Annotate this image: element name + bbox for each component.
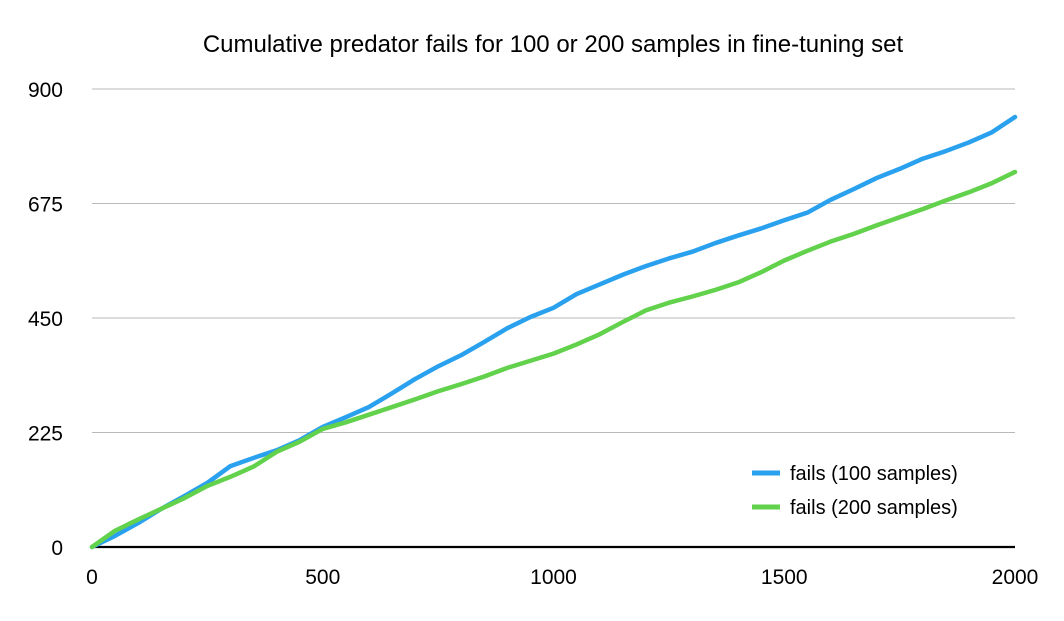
y-tick-label: 225 [28,423,63,446]
y-tick-label: 450 [28,308,63,331]
legend-item-2: fails (200 samples) [752,497,958,519]
series-2 [92,172,1015,547]
legend-label: fails (100 samples) [790,463,958,485]
x-tick-label: 0 [86,566,98,589]
legend: fails (100 samples) fails (200 samples) [752,463,958,519]
y-tick-label: 675 [28,194,63,217]
x-tick-label: 1000 [530,566,577,589]
chart-title: Cumulative predator fails for 100 or 200… [203,31,904,58]
legend-item-1: fails (100 samples) [752,463,958,485]
legend-label: fails (200 samples) [790,497,958,519]
series-line-2 [92,172,1015,547]
x-tick-label: 500 [305,566,340,589]
y-tick-label: 900 [28,79,63,102]
x-tick-label: 2000 [992,566,1039,589]
gridlines [92,89,1015,433]
y-tick-label: 0 [51,537,63,560]
x-tick-label: 1500 [761,566,808,589]
